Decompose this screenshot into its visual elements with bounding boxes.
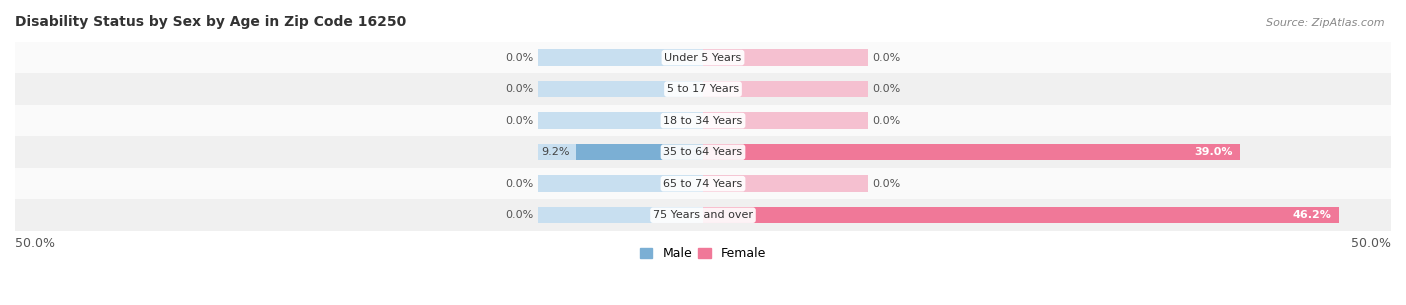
Bar <box>703 81 868 97</box>
Bar <box>703 144 868 160</box>
Bar <box>538 81 703 97</box>
Bar <box>538 207 703 223</box>
Bar <box>15 74 1391 105</box>
Text: 50.0%: 50.0% <box>1351 237 1391 249</box>
Text: 0.0%: 0.0% <box>506 52 534 63</box>
Text: 5 to 17 Years: 5 to 17 Years <box>666 84 740 94</box>
Text: 35 to 64 Years: 35 to 64 Years <box>664 147 742 157</box>
Bar <box>538 49 703 66</box>
Text: 75 Years and over: 75 Years and over <box>652 210 754 220</box>
Bar <box>15 168 1391 199</box>
Text: 0.0%: 0.0% <box>506 179 534 189</box>
Bar <box>15 105 1391 136</box>
Text: 0.0%: 0.0% <box>506 210 534 220</box>
Bar <box>15 199 1391 231</box>
Text: 0.0%: 0.0% <box>872 116 900 126</box>
Text: 0.0%: 0.0% <box>872 179 900 189</box>
Bar <box>703 175 868 192</box>
Text: 18 to 34 Years: 18 to 34 Years <box>664 116 742 126</box>
Text: 65 to 74 Years: 65 to 74 Years <box>664 179 742 189</box>
Bar <box>15 136 1391 168</box>
Bar <box>538 113 703 129</box>
Bar <box>703 113 868 129</box>
Bar <box>576 144 703 160</box>
Bar <box>703 207 868 223</box>
Text: 0.0%: 0.0% <box>506 116 534 126</box>
Legend: Male, Female: Male, Female <box>636 242 770 265</box>
Bar <box>538 175 703 192</box>
Text: 9.2%: 9.2% <box>541 147 569 157</box>
Text: Under 5 Years: Under 5 Years <box>665 52 741 63</box>
Bar <box>15 42 1391 74</box>
Text: 39.0%: 39.0% <box>1194 147 1233 157</box>
Text: Disability Status by Sex by Age in Zip Code 16250: Disability Status by Sex by Age in Zip C… <box>15 15 406 29</box>
Bar <box>703 49 868 66</box>
Text: Source: ZipAtlas.com: Source: ZipAtlas.com <box>1267 18 1385 28</box>
Text: 0.0%: 0.0% <box>872 52 900 63</box>
Text: 46.2%: 46.2% <box>1294 210 1331 220</box>
Text: 50.0%: 50.0% <box>15 237 55 249</box>
Bar <box>703 144 1240 160</box>
Bar <box>538 144 703 160</box>
Text: 0.0%: 0.0% <box>506 84 534 94</box>
Bar <box>703 207 1339 223</box>
Text: 0.0%: 0.0% <box>872 84 900 94</box>
